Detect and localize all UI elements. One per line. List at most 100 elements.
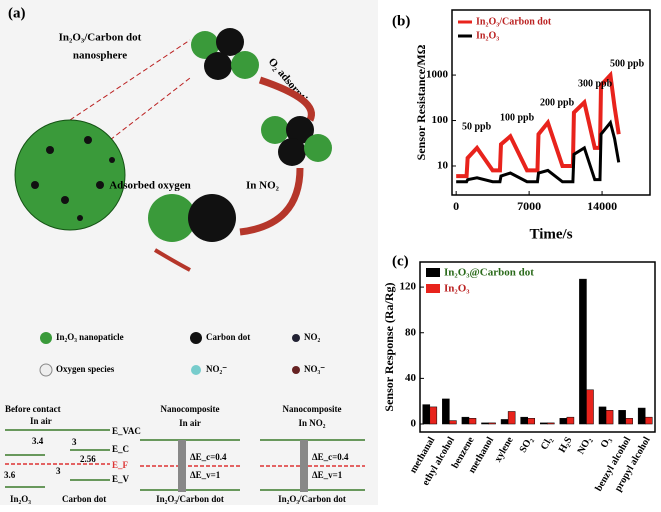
particle [304, 134, 332, 162]
bar [422, 404, 431, 425]
bar [461, 416, 470, 425]
bar [625, 418, 633, 425]
band-text: Nanocomposite [161, 404, 220, 414]
particle [204, 52, 232, 80]
band-text: 2.56 [80, 454, 96, 464]
band-text: E_C [112, 444, 129, 454]
annotation: 200 ppb [540, 97, 575, 108]
line [456, 70, 621, 179]
nanosphere [14, 119, 126, 231]
junction [300, 440, 308, 492]
annotation: 50 ppb [462, 121, 492, 132]
zoom-line [69, 39, 191, 121]
arrow [258, 76, 315, 122]
y-tick-label: 80 [405, 326, 417, 338]
plot-frame [451, 9, 651, 196]
legend-icons [39, 332, 300, 377]
legend-text: NO₂⁻ [206, 364, 227, 374]
band-text: E_VAC [112, 426, 141, 436]
annotation: 300 ppb [578, 78, 613, 89]
band-text: Nanocomposite [283, 404, 342, 414]
bar [429, 406, 438, 425]
band-lines [5, 429, 365, 491]
legend-text: In₂O₃/Carbon dot [476, 16, 552, 27]
legend-text: Oxygen species [56, 364, 115, 374]
bar [468, 418, 477, 425]
bar [605, 410, 614, 425]
bar [644, 416, 653, 425]
panel-a-bg [0, 0, 378, 505]
y-tick-label: 10 [437, 160, 449, 172]
band-text: E_V [112, 474, 130, 484]
bar [500, 419, 509, 425]
annotation: 500 ppb [610, 58, 645, 69]
band-text: Before contact [5, 404, 61, 414]
bar [598, 406, 607, 425]
step-label: In NO₂ [246, 180, 280, 192]
band-text: ΔE_v=1 [312, 470, 343, 480]
legend-swatch [426, 268, 440, 277]
zoom-line [109, 77, 191, 141]
annotation: 100 ppb [500, 112, 535, 123]
plot-frame [419, 261, 656, 433]
panel-label: (b) [392, 13, 410, 29]
bar [527, 418, 536, 425]
band-text: Carbon dot [62, 494, 106, 504]
bar [566, 416, 575, 425]
label: nanosphere [73, 50, 127, 62]
particle [148, 194, 196, 242]
legend-swatch [426, 284, 440, 293]
bar [637, 407, 646, 425]
band-text: 3 [72, 437, 77, 447]
legend-text: Carbon dot [206, 332, 250, 342]
band-text: ΔE_c=0.4 [190, 452, 227, 462]
band-text: In air [179, 418, 201, 428]
particle [231, 51, 259, 79]
y-tick-label: 100 [432, 114, 449, 126]
band-text: In₂O₃/Carbon dot [278, 494, 346, 504]
bar [449, 420, 457, 425]
y-axis-label: Sensor Response (Ra/Rg) [382, 282, 396, 411]
legend-text: NO₃⁻ [304, 364, 325, 374]
bar [481, 422, 489, 425]
legend-text: In₂O₃@Carbon dot [444, 267, 534, 279]
legend-text: In₂O₃ nanopaticle [56, 332, 124, 342]
bar [520, 416, 528, 425]
bar [507, 411, 516, 425]
particle [286, 116, 314, 144]
bar [618, 410, 626, 425]
band-text: ΔE_c=0.4 [312, 452, 349, 462]
legend-text: In₂O₃ [476, 30, 499, 41]
label: In₂O₃/Carbon dot [59, 32, 142, 44]
band-text: 3.6 [4, 470, 16, 480]
band-text: 3 [56, 466, 61, 476]
bar [442, 398, 450, 425]
band-text: In₂O₃/Carbon dot [156, 494, 224, 504]
legend-text: NO₂ [304, 332, 321, 342]
bar [488, 422, 496, 425]
band-text: In air [30, 416, 52, 426]
bar [539, 422, 548, 425]
bar [547, 422, 555, 425]
band-text: In NO₂ [299, 418, 326, 428]
x-axis-label: Time/s [529, 226, 572, 242]
bar [586, 389, 594, 425]
bar [559, 418, 568, 425]
line [456, 119, 621, 184]
legend-text: In₂O₃ [444, 283, 470, 295]
y-tick-label: 0 [411, 418, 417, 430]
step-label: Adsorbed oxygen [109, 180, 191, 192]
y-tick-label: 40 [405, 372, 417, 384]
particle [278, 138, 306, 166]
band-text: ΔE_v=1 [190, 470, 221, 480]
x-tick-label: 14000 [587, 199, 617, 213]
y-axis-label: Sensor Resistance/MΩ [414, 44, 428, 160]
y-tick-label: 1000 [426, 69, 449, 81]
band-text: 3.4 [32, 436, 44, 446]
particle [261, 116, 289, 144]
particle [191, 31, 219, 59]
x-tick-label: 0 [453, 199, 459, 213]
panel-label: (c) [392, 253, 409, 269]
band-text: In₂O₃ [10, 494, 31, 504]
